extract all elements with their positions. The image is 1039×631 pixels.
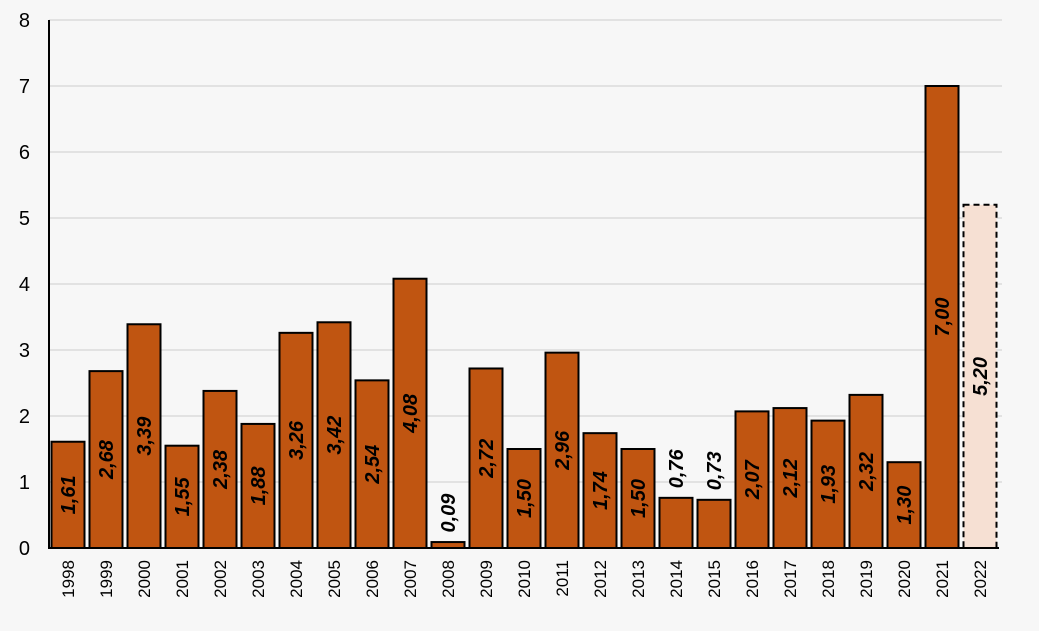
- y-tick-label: 1: [19, 472, 30, 494]
- x-tick-label: 2011: [553, 560, 572, 597]
- x-tick-label: 2022: [971, 560, 990, 598]
- data-label: 1,55: [172, 477, 194, 517]
- y-tick-label: 3: [19, 340, 30, 362]
- bar-2015: [696, 498, 732, 550]
- x-tick-label: 2017: [781, 560, 800, 598]
- x-tick-label: 2012: [591, 560, 610, 598]
- x-tick-label: 2000: [135, 560, 154, 598]
- data-label: 2,32: [856, 452, 878, 492]
- x-tick-label: 2013: [629, 560, 648, 598]
- data-label: 1,50: [514, 479, 536, 518]
- y-tick-label: 5: [19, 208, 30, 230]
- bar-2016: [734, 410, 770, 549]
- data-label: 2,96: [552, 430, 574, 471]
- x-tick-label: 2005: [325, 560, 344, 598]
- data-label: 5,20: [970, 357, 992, 396]
- x-tick-label: 2015: [705, 560, 724, 598]
- data-label: 1,30: [894, 486, 916, 525]
- data-label: 1,88: [248, 466, 270, 506]
- data-label: 0,09: [438, 493, 460, 533]
- bar-2001: [164, 444, 200, 550]
- data-label: 3,42: [324, 416, 346, 455]
- data-label: 0,73: [704, 451, 726, 490]
- x-tick-label: 2021: [933, 560, 952, 598]
- bar-1998: [50, 440, 86, 549]
- x-tick-label: 1999: [97, 560, 116, 598]
- bar-2003: [240, 422, 276, 550]
- bar-2005: [316, 321, 352, 549]
- x-tick-label: 2018: [819, 560, 838, 598]
- y-tick-label: 8: [19, 10, 30, 32]
- x-tick-label: 2003: [249, 560, 268, 598]
- bar-2004: [278, 331, 314, 549]
- y-tick-label: 7: [19, 76, 30, 98]
- x-tick-label: 1998: [59, 560, 78, 598]
- x-tick-label: 2004: [287, 560, 306, 598]
- bar-2010: [506, 448, 542, 549]
- x-tick-label: 2008: [439, 560, 458, 598]
- data-label: 3,39: [134, 416, 156, 456]
- data-label: 1,74: [590, 471, 612, 510]
- data-label: 7,00: [932, 298, 954, 337]
- x-tick-label: 2007: [401, 560, 420, 598]
- x-tick-label: 2001: [173, 560, 192, 598]
- y-tick-label: 6: [19, 142, 30, 164]
- data-label: 2,07: [742, 459, 764, 500]
- data-label: 0,76: [666, 449, 688, 489]
- bar-2014: [658, 496, 694, 549]
- data-label: 1,93: [818, 465, 840, 504]
- x-tick-label: 2010: [515, 560, 534, 598]
- bar-2000: [126, 323, 162, 550]
- y-tick-label: 0: [19, 538, 30, 560]
- data-label: 2,38: [210, 449, 232, 490]
- data-label: 4,08: [400, 393, 422, 434]
- bar-2009: [468, 367, 504, 550]
- data-label: 2,54: [362, 445, 384, 485]
- data-label: 2,72: [476, 439, 498, 479]
- y-tick-label: 2: [19, 406, 30, 428]
- y-tick-label: 4: [19, 274, 30, 296]
- data-label: 3,26: [286, 420, 308, 460]
- x-tick-label: 2016: [743, 560, 762, 598]
- bar-2017: [772, 407, 808, 549]
- x-tick-label: 2019: [857, 560, 876, 598]
- x-tick-label: 2002: [211, 560, 230, 598]
- x-tick-label: 2014: [667, 560, 686, 598]
- bar-2011: [544, 351, 580, 550]
- data-label: 1,61: [58, 475, 80, 514]
- x-tick-label: 2020: [895, 560, 914, 598]
- data-label: 2,68: [96, 439, 118, 480]
- x-tick-label: 2009: [477, 560, 496, 598]
- bar-2007: [392, 277, 428, 549]
- data-label: 1,50: [628, 479, 650, 518]
- x-tick-label: 2006: [363, 560, 382, 598]
- data-label: 2,12: [780, 459, 802, 499]
